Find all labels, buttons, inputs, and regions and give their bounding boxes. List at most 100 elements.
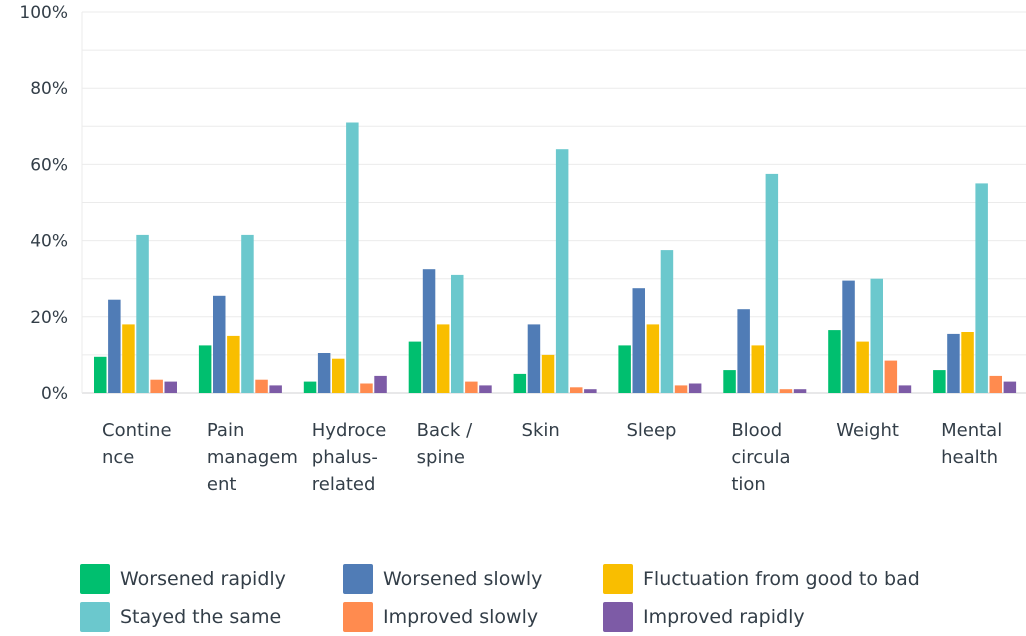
bar [136,234,149,393]
x-axis-category-labels: Contine nce Pain managem ent Hydroce phalus-re… [102,420,1002,495]
x-category-label-line: managem [207,447,298,468]
legend-item: Fluctuation from good to bad [603,564,920,594]
bar [1003,381,1017,393]
x-category-label-line: spine [417,447,465,468]
bar [674,385,688,393]
bar [751,345,764,393]
legend-label: Worsened slowly [383,568,543,590]
y-tick-label: 80% [30,79,68,99]
bar [227,335,240,393]
bar [688,383,702,393]
bar [436,324,450,393]
bar [317,353,331,393]
legend-swatch [603,602,633,632]
bar [975,183,988,393]
x-category-label: Hydroce phalus-related [312,420,387,495]
y-tick-label: 40% [30,232,68,252]
y-tick-label: 0% [41,384,68,404]
bar [660,250,674,393]
x-category-label-line: health [941,447,998,468]
x-category-label-line: Contine [102,420,172,441]
legend-item: Improved slowly [343,602,538,632]
x-category-label-line: Back / [417,420,473,441]
bar [213,295,226,393]
bar [884,360,898,393]
x-category-label-line: Weight [836,420,899,441]
x-category-label: Contine nce [102,420,172,468]
bar [164,381,177,393]
x-category-label-line: Mental [941,420,1002,441]
x-category-label: Mental health [941,420,1002,468]
y-tick-label: 20% [30,308,68,328]
bar [451,274,464,393]
bar [332,358,345,393]
x-category-label: Back / spine [417,420,473,468]
bar [646,324,660,393]
bar [150,379,163,393]
legend-swatch [603,564,633,594]
legend-label: Improved slowly [383,606,539,628]
x-category-label-line: Hydroce [312,420,387,441]
x-category-label: Weight [836,420,899,441]
bars [94,122,1017,393]
bar [989,375,1002,393]
bar [303,381,317,393]
bar-chart: 100% 80% 60% 40% 20% 0% Contine nce Pain managem… [19,3,1026,495]
bar [374,375,387,393]
bar [513,373,527,393]
x-category-label: Sleep [626,420,676,441]
bar [541,354,555,393]
legend-swatch [343,602,373,632]
bar [479,385,492,393]
bar [765,173,779,393]
bar [933,370,946,393]
bar [527,324,541,393]
bar [255,379,268,393]
x-category-label-line: Skin [522,420,560,441]
x-category-label: Pain managem ent [207,420,298,495]
x-category-label-line: ent [207,474,237,495]
bar [961,332,974,393]
bar [870,278,883,393]
x-category-label-line: Pain [207,420,245,441]
x-category-label-line: Sleep [626,420,676,441]
bar [241,234,254,393]
x-category-label-line: Blood [731,420,782,441]
bar [584,389,597,393]
bar [723,370,736,393]
y-axis-tick-labels: 100% 80% 60% 40% 20% 0% [19,3,68,404]
bar [422,269,436,393]
bar [737,309,750,393]
x-category-label: Blood circula tion [731,420,790,495]
y-tick-label: 60% [30,155,68,175]
y-tick-label: 100% [19,3,68,23]
bar [555,149,569,393]
bar [856,341,869,393]
legend-swatch [80,564,110,594]
legend-swatch [80,602,110,632]
bar [570,387,583,393]
bar [198,345,212,393]
bar [465,381,478,393]
bar [122,324,135,393]
legend: Worsened rapidly Worsened slowly Fluctuati… [80,560,1020,636]
bar [632,288,645,393]
bar [108,299,121,393]
x-category-label-line: nce [102,447,134,468]
bar [269,385,282,393]
x-category-label-line: tion [731,474,765,495]
bar [898,385,912,393]
bar [947,333,960,393]
legend-item: Worsened slowly [343,564,542,594]
bar [408,341,422,393]
legend-item: Stayed the same [80,602,281,632]
x-category-label-line: related [312,474,376,495]
bar [779,389,793,393]
bar [618,345,631,393]
legend-row: Worsened rapidly Worsened slowly Fluctuati… [80,560,1020,598]
bar [94,356,107,393]
x-category-label-line: circula [731,447,790,468]
legend-swatch [343,564,373,594]
bar [828,330,841,393]
bar [842,280,855,393]
